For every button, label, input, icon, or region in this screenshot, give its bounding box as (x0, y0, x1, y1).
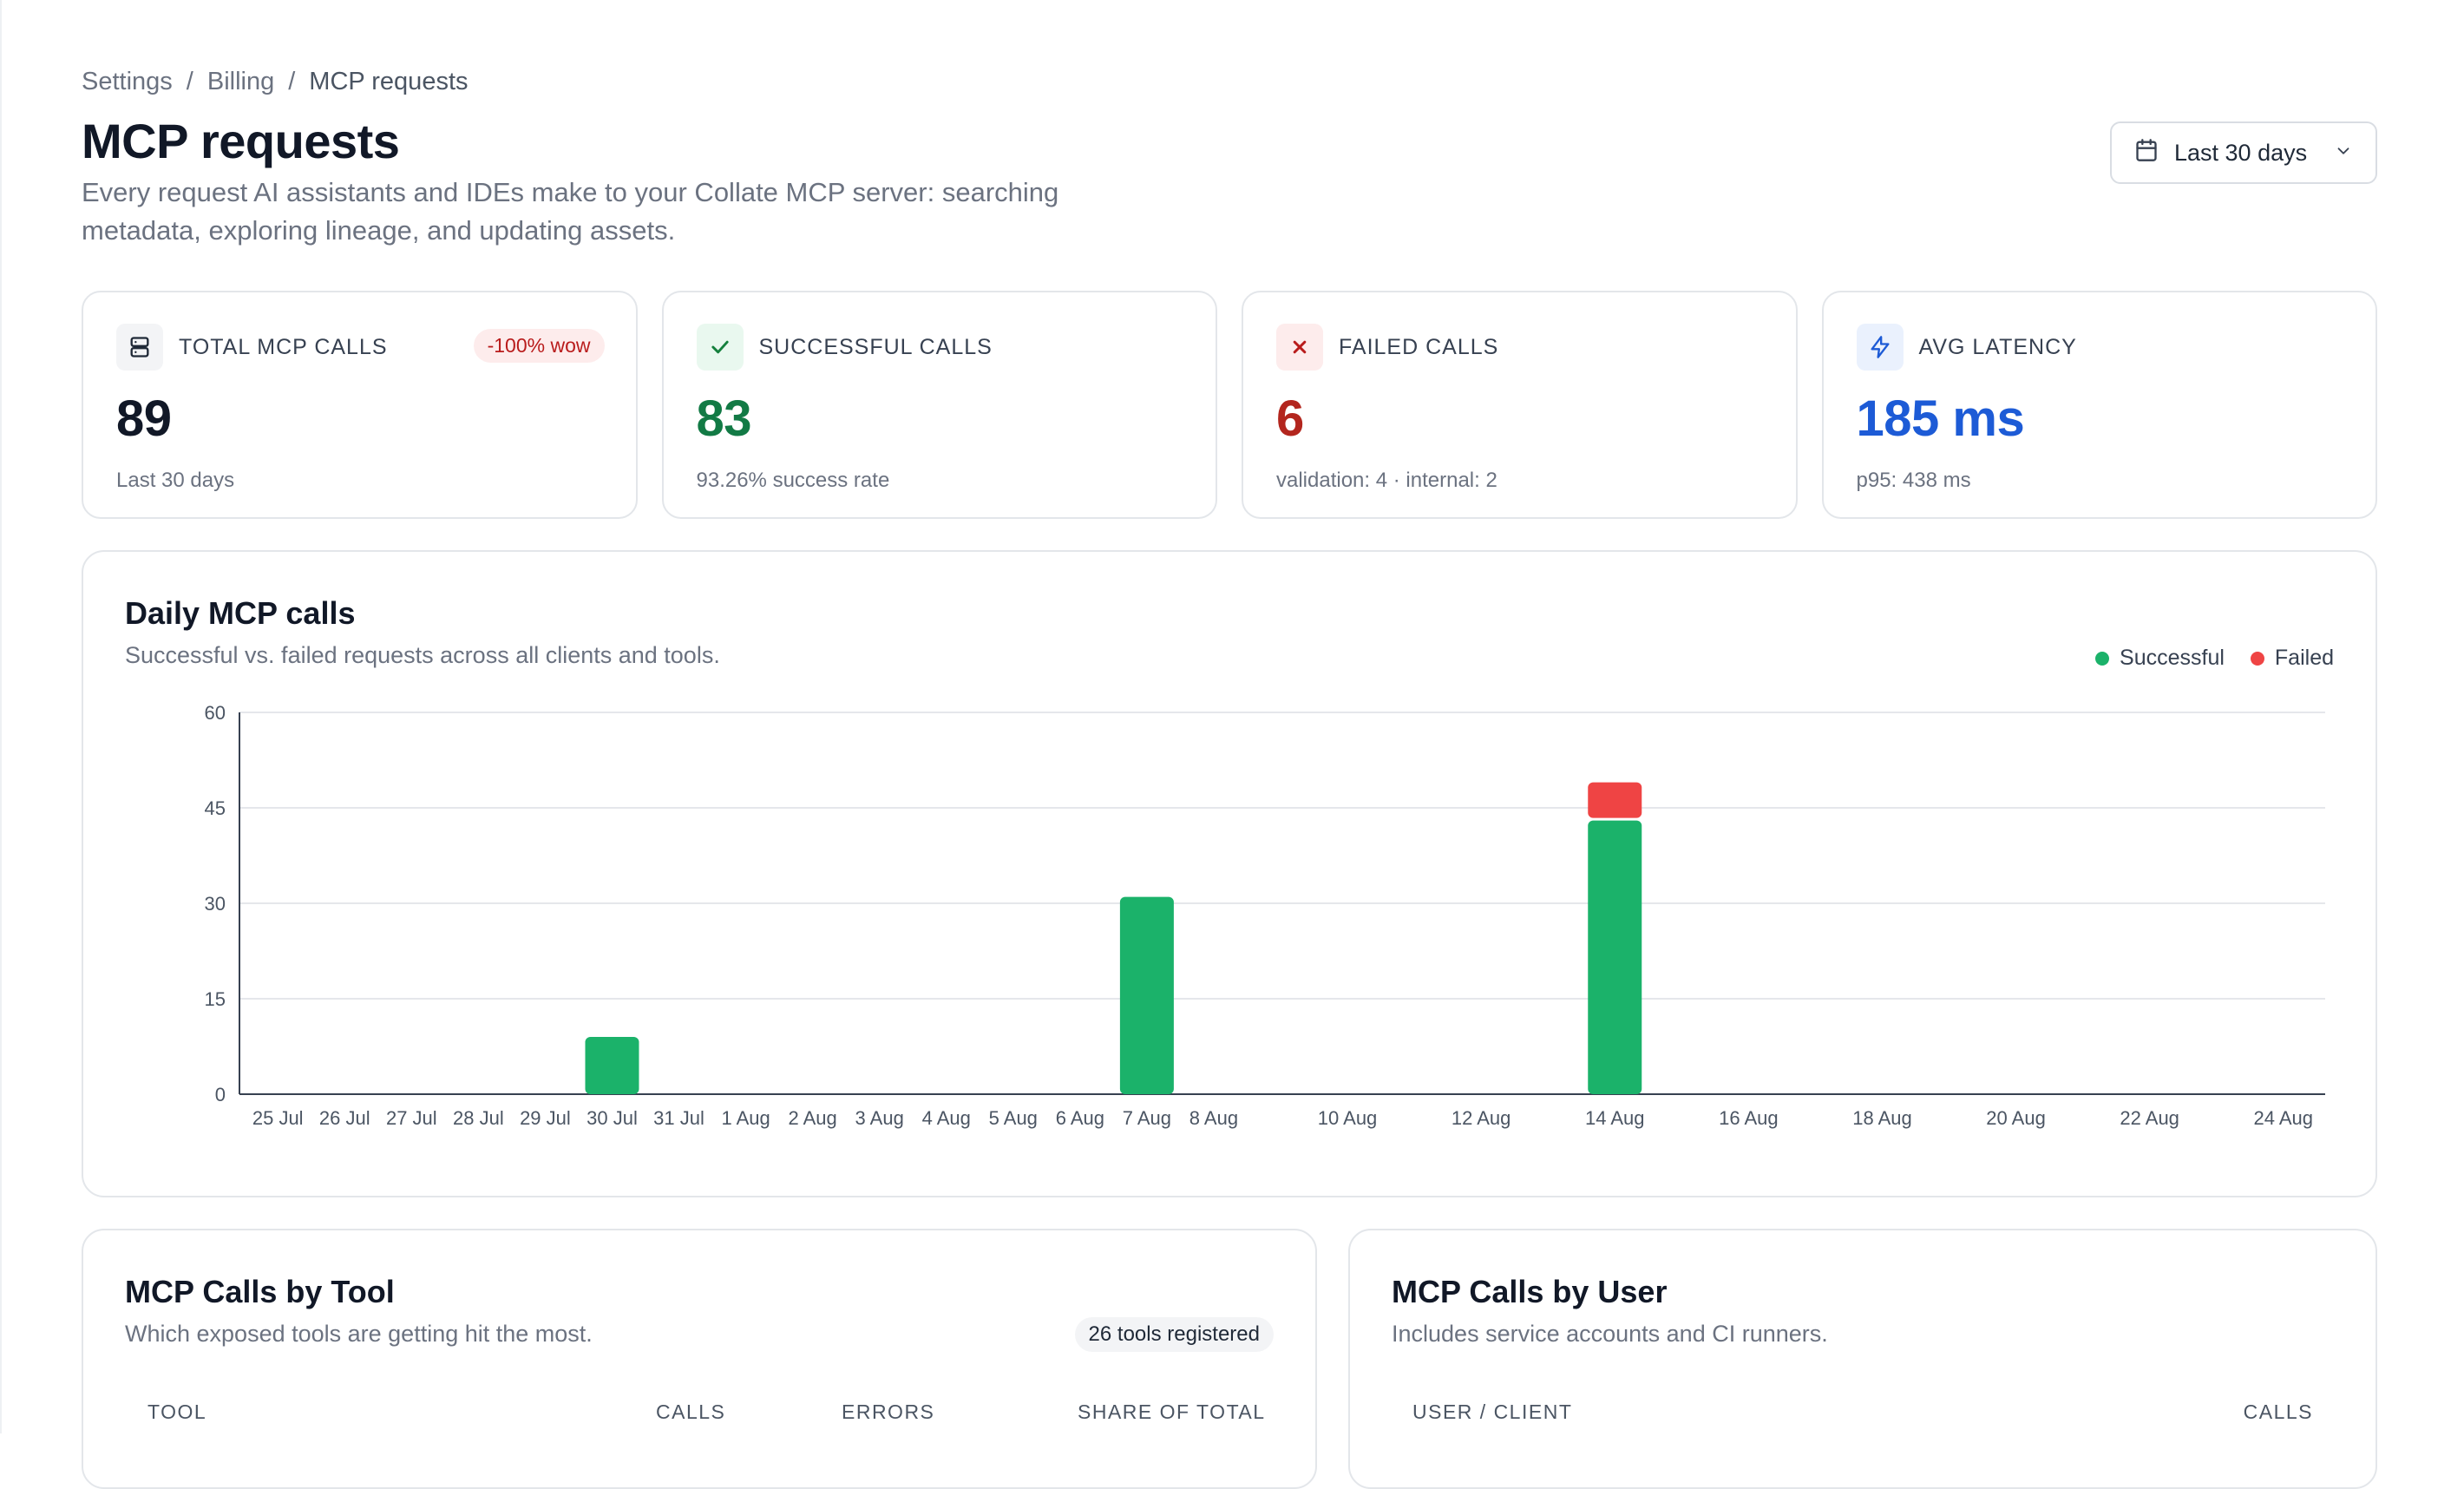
kpi-label: TOTAL MCP CALLS (179, 334, 388, 359)
breadcrumb-separator: / (186, 68, 193, 95)
x-tick-label: 2 Aug (789, 1107, 837, 1129)
kpi-value: 83 (696, 390, 752, 447)
x-tick-label: 20 Aug (1986, 1107, 2046, 1129)
x-tick-label: 30 Jul (587, 1107, 638, 1129)
wow-change-badge: -100% wow (473, 329, 605, 363)
x-tick-label: 29 Jul (520, 1107, 571, 1129)
column-header-calls[interactable]: CALLS (656, 1400, 726, 1423)
close-icon (1276, 324, 1323, 371)
y-tick-label: 45 (205, 797, 226, 819)
kpi-value: 185 ms (1856, 390, 2025, 447)
legend-label: Successful (2120, 646, 2225, 670)
legend-dot-failed (2250, 651, 2264, 666)
legend-label: Failed (2274, 646, 2334, 670)
kpi-subtext: p95: 438 ms (1856, 469, 1971, 492)
x-tick-label: 10 Aug (1318, 1107, 1378, 1129)
chart-title: Daily MCP calls (125, 595, 356, 631)
kpi-row: TOTAL MCP CALLS -100% wow 89 Last 30 day… (82, 291, 2377, 519)
daily-calls-chart: 0 15 30 45 60 25 Jul 26 Jul 27 Jul 28 Jul 29 Jul 3… (205, 702, 2325, 1129)
chart-legend: Successful Failed (2095, 646, 2334, 671)
bar-successful (1119, 896, 1174, 1094)
card-description: Which exposed tools are getting hit the … (125, 1321, 593, 1347)
breadcrumb-billing[interactable]: Billing (206, 68, 275, 95)
x-tick-label: 18 Aug (1852, 1107, 1912, 1129)
x-tick-label: 31 Jul (653, 1107, 704, 1129)
x-tick-label: 22 Aug (2120, 1107, 2179, 1129)
lightning-icon (1856, 324, 1904, 371)
column-header-tool[interactable]: TOOL (147, 1400, 207, 1423)
page-frame: Settings / Billing / MCP requests MCP re… (0, 0, 2377, 1489)
breadcrumb-separator: / (288, 68, 296, 95)
bar-failed (1588, 782, 1642, 818)
kpi-total-calls: TOTAL MCP CALLS -100% wow 89 Last 30 day… (82, 291, 638, 519)
x-tick-label: 3 Aug (855, 1107, 904, 1129)
x-tick-label: 26 Jul (319, 1107, 370, 1129)
x-tick-label: 4 Aug (922, 1107, 971, 1129)
column-header-errors[interactable]: ERRORS (842, 1400, 935, 1423)
breadcrumb-settings[interactable]: Settings (82, 68, 173, 95)
breadcrumb: Settings / Billing / MCP requests (82, 68, 469, 96)
calls-by-tool-card: MCP Calls by Tool Which exposed tools ar… (82, 1229, 1317, 1489)
x-tick-label: 24 Aug (2254, 1107, 2314, 1129)
bottom-tables: MCP Calls by Tool Which exposed tools ar… (82, 1229, 2377, 1489)
kpi-label: SUCCESSFUL CALLS (758, 334, 993, 359)
column-header-calls[interactable]: CALLS (2243, 1400, 2313, 1423)
page-title: MCP requests (82, 114, 400, 168)
y-tick-label: 60 (205, 702, 226, 724)
kpi-label: AVG LATENCY (1918, 334, 2077, 359)
kpi-failed-calls: FAILED CALLS 6 validation: 4 · internal:… (1242, 291, 1798, 519)
y-tick-label: 15 (205, 988, 226, 1010)
x-tick-label: 14 Aug (1585, 1107, 1645, 1129)
card-title: MCP Calls by Tool (125, 1274, 395, 1309)
date-range-dropdown[interactable]: Last 30 days (2110, 121, 2377, 184)
legend-successful[interactable]: Successful (2095, 646, 2225, 671)
check-icon (696, 324, 744, 371)
x-tick-label: 1 Aug (721, 1107, 770, 1129)
x-tick-label: 5 Aug (989, 1107, 1038, 1129)
column-header-user[interactable]: USER / CLIENT (1412, 1400, 1573, 1423)
bar-successful (585, 1037, 639, 1094)
card-description: Includes service accounts and CI runners… (1392, 1321, 1828, 1347)
x-tick-label: 7 Aug (1123, 1107, 1171, 1129)
calendar-icon (2134, 138, 2159, 168)
x-tick-label: 25 Jul (252, 1107, 304, 1129)
kpi-value: 89 (116, 390, 172, 447)
x-tick-label: 16 Aug (1719, 1107, 1779, 1129)
y-tick-label: 30 (205, 893, 226, 915)
kpi-value: 6 (1276, 390, 1304, 447)
column-header-share[interactable]: SHARE OF TOTAL (1078, 1400, 1266, 1423)
server-icon (116, 324, 163, 371)
chevron-down-icon (2334, 140, 2353, 167)
kpi-subtext: validation: 4 · internal: 2 (1276, 469, 1497, 492)
bar-successful (1588, 820, 1642, 1094)
kpi-label: FAILED CALLS (1339, 334, 1499, 359)
date-range-label: Last 30 days (2174, 139, 2308, 166)
tools-registered-badge: 26 tools registered (1074, 1317, 1274, 1352)
legend-failed[interactable]: Failed (2250, 646, 2334, 671)
daily-calls-card: Daily MCP calls Successful vs. failed re… (82, 550, 2377, 1197)
y-tick-label: 0 (215, 1084, 226, 1105)
card-title: MCP Calls by User (1392, 1274, 1668, 1309)
x-tick-label: 6 Aug (1056, 1107, 1104, 1129)
x-tick-label: 27 Jul (386, 1107, 437, 1129)
kpi-subtext: Last 30 days (116, 469, 235, 492)
x-tick-label: 12 Aug (1452, 1107, 1511, 1129)
kpi-subtext: 93.26% success rate (696, 469, 890, 492)
x-tick-label: 8 Aug (1189, 1107, 1238, 1129)
x-tick-label: 28 Jul (453, 1107, 504, 1129)
kpi-avg-latency: AVG LATENCY 185 ms p95: 438 ms (1821, 291, 2377, 519)
calls-by-user-card: MCP Calls by User Includes service accou… (1348, 1229, 2377, 1489)
chart-description: Successful vs. failed requests across al… (125, 642, 720, 668)
page-subtitle: Every request AI assistants and IDEs mak… (82, 177, 1059, 246)
kpi-successful-calls: SUCCESSFUL CALLS 83 93.26% success rate (661, 291, 1217, 519)
legend-dot-successful (2095, 651, 2110, 666)
breadcrumb-current: MCP requests (309, 68, 469, 95)
